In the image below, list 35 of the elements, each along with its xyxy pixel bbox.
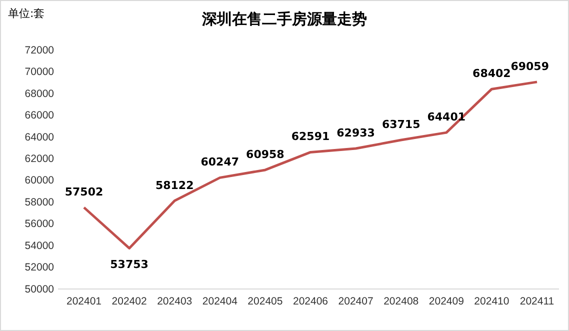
y-axis-title: 单位:套	[8, 7, 45, 20]
y-tick-label: 72000	[24, 44, 54, 56]
x-tick-label: 202405	[248, 295, 283, 308]
y-tick-label: 60000	[24, 174, 54, 187]
x-tick-label: 202403	[157, 295, 192, 308]
y-tick-label: 68000	[24, 88, 54, 100]
y-tick-label: 54000	[24, 240, 54, 252]
data-label: 58122	[155, 178, 194, 192]
y-tick-label: 64000	[24, 131, 54, 144]
data-label: 60247	[200, 156, 240, 169]
x-tick-label: 202407	[338, 295, 374, 308]
y-tick-label: 58000	[24, 196, 54, 208]
y-tick-label: 62000	[24, 152, 54, 165]
data-label: 62591	[291, 130, 330, 144]
x-tick-label: 202402	[112, 295, 147, 308]
data-label: 69059	[510, 60, 549, 73]
x-tick-label: 202401	[66, 295, 102, 308]
data-label: 62933	[336, 126, 375, 140]
x-tick-label: 202406	[292, 295, 328, 308]
y-tick-label: 52000	[24, 262, 54, 274]
chart-title: 深圳在售二手房源量走势	[201, 10, 367, 28]
data-label: 68402	[472, 67, 511, 80]
x-tick-label: 202404	[202, 295, 238, 308]
data-label: 57502	[64, 186, 104, 198]
data-label: 53753	[110, 258, 148, 272]
y-tick-label: 70000	[24, 66, 54, 78]
y-tick-label: 50000	[24, 283, 54, 296]
data-label: 60958	[246, 148, 284, 161]
y-tick-label: 56000	[24, 218, 54, 230]
data-label: 63715	[382, 118, 420, 132]
x-tick-label: 202410	[474, 295, 510, 308]
y-tick-label: 66000	[24, 110, 54, 122]
x-tick-label: 202411	[520, 295, 554, 308]
x-tick-label: 202409	[428, 295, 464, 308]
x-tick-label: 202408	[384, 295, 419, 308]
